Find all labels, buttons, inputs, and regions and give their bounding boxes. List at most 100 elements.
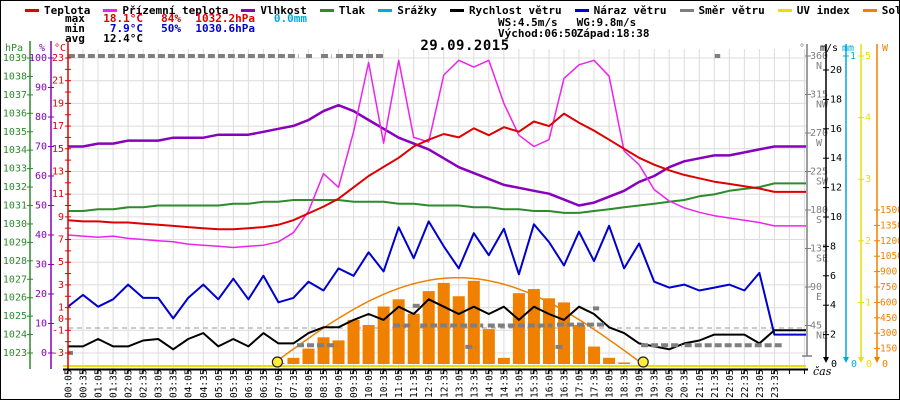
svg-text:NW: NW bbox=[816, 99, 829, 110]
stat-wind-speed: WS:4.5m/s bbox=[498, 16, 558, 29]
svg-text:360: 360 bbox=[810, 51, 828, 62]
svg-text:14:05: 14:05 bbox=[484, 369, 495, 398]
chart-legend: Teplota Přízemní teplota Vlhkost Tlak Srážky… bbox=[25, 4, 899, 17]
svg-text:70: 70 bbox=[35, 142, 47, 153]
svg-text:SW: SW bbox=[816, 176, 829, 187]
svg-text:300: 300 bbox=[880, 328, 897, 339]
svg-text:17: 17 bbox=[52, 121, 64, 132]
svg-text:10:05: 10:05 bbox=[364, 369, 375, 398]
svg-text:05:05: 05:05 bbox=[214, 369, 225, 398]
svg-text:750: 750 bbox=[880, 282, 897, 293]
svg-text:45: 45 bbox=[810, 320, 822, 331]
svg-text:W: W bbox=[816, 138, 823, 149]
svg-text:1036: 1036 bbox=[3, 108, 27, 119]
svg-text:mm: mm bbox=[842, 43, 854, 54]
svg-text:0: 0 bbox=[58, 314, 64, 325]
legend-color-dash bbox=[679, 9, 694, 12]
svg-text:90: 90 bbox=[810, 282, 822, 293]
svg-text:8: 8 bbox=[830, 241, 836, 252]
svg-text:S: S bbox=[816, 215, 822, 226]
svg-text:17:35: 17:35 bbox=[590, 369, 601, 398]
stat-wind-gust: WG:9.8m/s bbox=[576, 16, 637, 29]
svg-text:10: 10 bbox=[830, 212, 842, 223]
svg-text:1350: 1350 bbox=[880, 220, 899, 231]
stat-min-humidity: 50% bbox=[161, 22, 181, 35]
svg-text:02:35: 02:35 bbox=[139, 369, 150, 398]
svg-text:1023: 1023 bbox=[3, 348, 27, 359]
stat-min-label: min bbox=[65, 22, 85, 35]
svg-text:°: ° bbox=[799, 43, 805, 54]
svg-text:12: 12 bbox=[830, 183, 842, 194]
svg-text:0: 0 bbox=[882, 359, 888, 370]
svg-text:80: 80 bbox=[35, 112, 47, 123]
svg-text:21:35: 21:35 bbox=[710, 369, 721, 398]
svg-text:20: 20 bbox=[35, 289, 47, 300]
svg-text:12:05: 12:05 bbox=[424, 369, 435, 398]
legend-item-uv: UV index bbox=[777, 4, 850, 17]
legend-color-dash bbox=[777, 9, 792, 12]
svg-text:16: 16 bbox=[830, 124, 842, 135]
svg-text:1: 1 bbox=[865, 297, 871, 308]
stats-max-row: max 18.1°C 84% 1032.2hPa 0.0mm bbox=[65, 12, 307, 25]
svg-text:12:35: 12:35 bbox=[439, 369, 450, 398]
svg-text:1050: 1050 bbox=[880, 251, 899, 262]
svg-text:1027: 1027 bbox=[3, 274, 27, 285]
svg-text:19: 19 bbox=[52, 98, 64, 109]
svg-text:11:35: 11:35 bbox=[409, 369, 420, 398]
svg-text:N: N bbox=[816, 61, 822, 72]
svg-text:1032: 1032 bbox=[3, 182, 27, 193]
legend-item-gust: Náraz větru bbox=[574, 4, 667, 17]
svg-text:13: 13 bbox=[52, 166, 64, 177]
svg-text:18:05: 18:05 bbox=[605, 369, 616, 398]
svg-text:90: 90 bbox=[35, 83, 47, 94]
svg-text:16:05: 16:05 bbox=[544, 369, 555, 398]
svg-text:180: 180 bbox=[810, 205, 828, 216]
svg-text:NE: NE bbox=[816, 330, 828, 341]
svg-text:1035: 1035 bbox=[3, 127, 27, 138]
svg-text:00:35: 00:35 bbox=[79, 369, 90, 398]
svg-text:3: 3 bbox=[58, 280, 64, 291]
svg-text:04:35: 04:35 bbox=[199, 369, 210, 398]
legend-item-rain: Srážky bbox=[378, 4, 437, 17]
svg-text:22:05: 22:05 bbox=[725, 369, 736, 398]
legend-item-label: UV index bbox=[796, 4, 850, 17]
svg-text:0: 0 bbox=[866, 359, 872, 370]
svg-text:1024: 1024 bbox=[3, 330, 27, 341]
svg-text:03:35: 03:35 bbox=[169, 369, 180, 398]
svg-text:°C: °C bbox=[54, 43, 66, 54]
svg-text:270: 270 bbox=[810, 128, 828, 139]
legend-color-dash bbox=[25, 9, 39, 12]
svg-text:-3: -3 bbox=[52, 348, 64, 359]
svg-text:1: 1 bbox=[850, 51, 856, 62]
stat-min-pressure: 1030.6hPa bbox=[195, 22, 255, 35]
svg-text:11:05: 11:05 bbox=[394, 369, 405, 398]
svg-text:20:35: 20:35 bbox=[680, 369, 691, 398]
svg-text:19:05: 19:05 bbox=[635, 369, 646, 398]
svg-text:23:05: 23:05 bbox=[755, 369, 766, 398]
stat-rain-total: 0.0mm bbox=[273, 12, 307, 25]
svg-text:08:05: 08:05 bbox=[304, 369, 315, 398]
svg-text:225: 225 bbox=[810, 166, 828, 177]
svg-text:1033: 1033 bbox=[3, 164, 27, 175]
svg-text:315: 315 bbox=[810, 89, 828, 100]
svg-text:04:05: 04:05 bbox=[184, 369, 195, 398]
stats-min-row: min 7.9°C 50% 1030.6hPa bbox=[65, 22, 307, 35]
svg-text:15:05: 15:05 bbox=[514, 369, 525, 398]
legend-item-solar: Solar bbox=[862, 4, 899, 17]
svg-text:20:05: 20:05 bbox=[665, 369, 676, 398]
svg-text:1029: 1029 bbox=[3, 237, 27, 248]
svg-text:1026: 1026 bbox=[3, 293, 27, 304]
svg-text:21: 21 bbox=[52, 76, 64, 87]
svg-text:1034: 1034 bbox=[3, 145, 27, 156]
stat-max-label: max bbox=[65, 12, 85, 25]
legend-color-dash bbox=[319, 9, 334, 12]
svg-text:07:35: 07:35 bbox=[289, 369, 300, 398]
svg-text:-1: -1 bbox=[52, 325, 64, 336]
svg-text:1030: 1030 bbox=[3, 219, 27, 230]
svg-text:02:05: 02:05 bbox=[124, 369, 135, 398]
svg-text:7: 7 bbox=[58, 235, 64, 246]
svg-text:1025: 1025 bbox=[3, 311, 27, 322]
svg-text:06:35: 06:35 bbox=[259, 369, 270, 398]
svg-text:60: 60 bbox=[35, 171, 47, 182]
svg-text:22:35: 22:35 bbox=[740, 369, 751, 398]
